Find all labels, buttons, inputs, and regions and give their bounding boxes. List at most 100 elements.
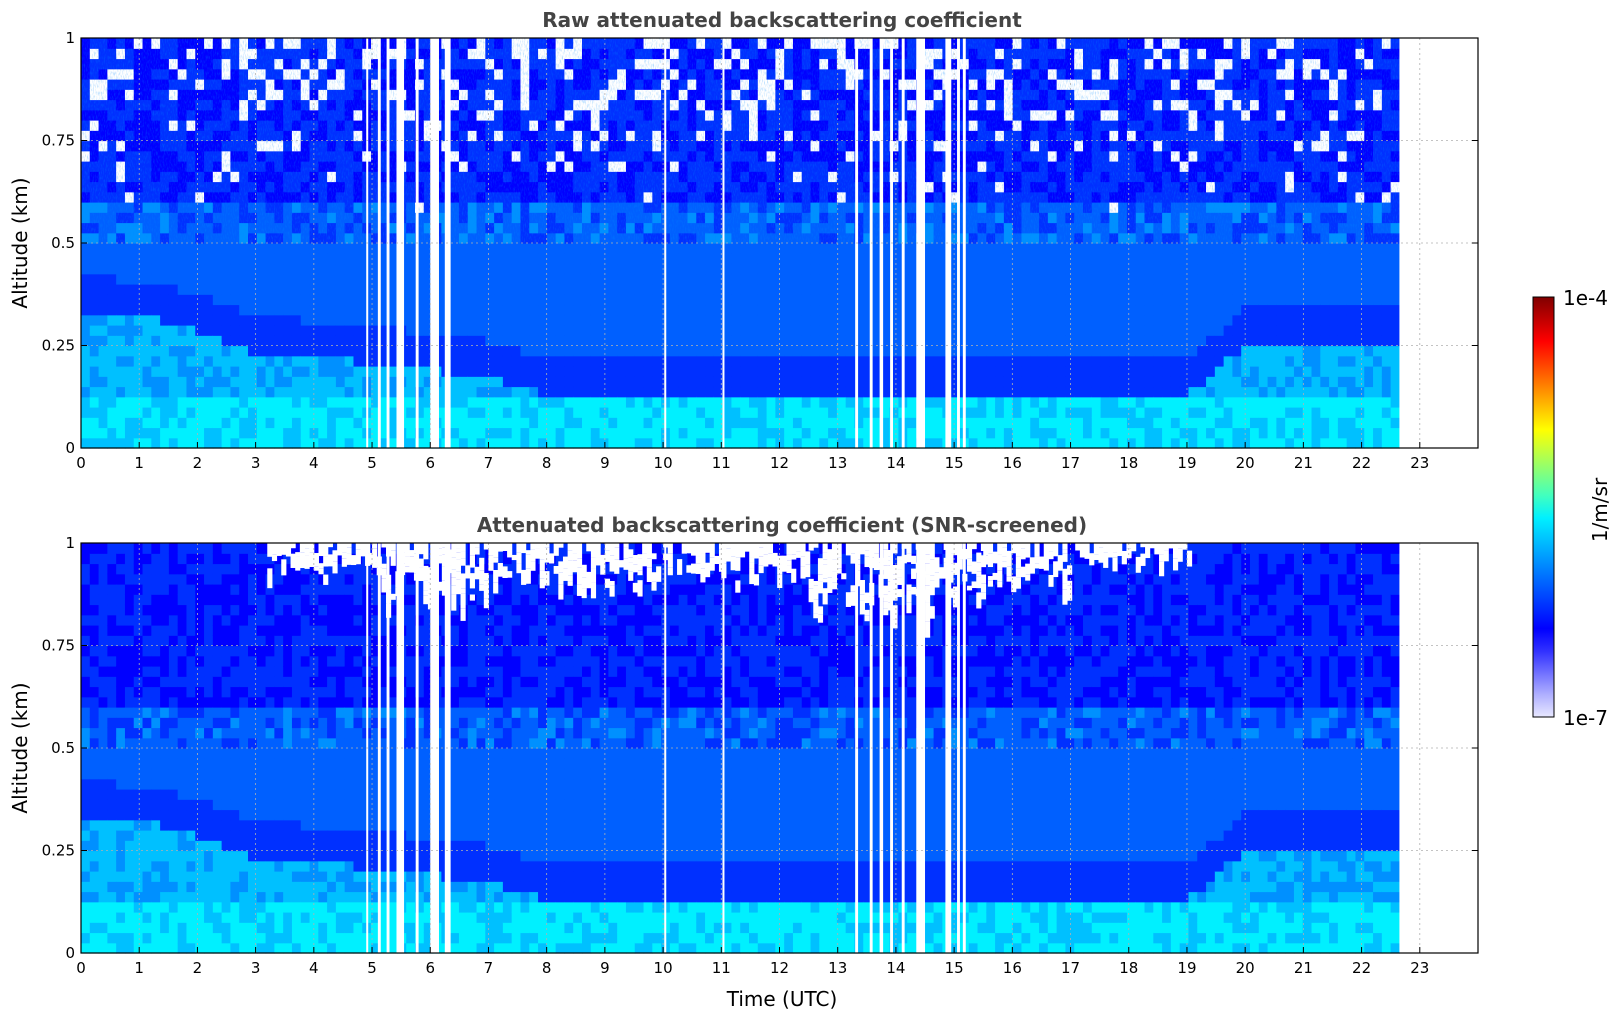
- heatmap-cell: [511, 243, 522, 254]
- heatmap-cell: [731, 437, 741, 449]
- heatmap-cell: [1153, 386, 1163, 398]
- heatmap-cell: [599, 407, 609, 418]
- heatmap-cell: [634, 304, 645, 316]
- heatmap-cell: [854, 407, 864, 418]
- heatmap-cell: [335, 253, 346, 265]
- heatmap-cell: [89, 253, 100, 265]
- heatmap-cell: [1074, 335, 1084, 347]
- heatmap-cell: [274, 335, 284, 347]
- heatmap-cell: [467, 284, 478, 295]
- heatmap-cell: [828, 263, 838, 275]
- heatmap-cell: [1056, 427, 1067, 439]
- heatmap-cell: [353, 427, 363, 439]
- heatmap-cell: [344, 314, 355, 326]
- heatmap-cell: [625, 386, 636, 398]
- heatmap-cell: [116, 437, 126, 449]
- heatmap-cell: [924, 396, 935, 408]
- heatmap-cell: [204, 335, 214, 347]
- heatmap-cell: [142, 366, 152, 377]
- heatmap-cell: [239, 396, 249, 408]
- heatmap-cell: [116, 314, 126, 326]
- heatmap-cell: [705, 304, 715, 316]
- heatmap-cell: [160, 253, 170, 265]
- heatmap-cell: [792, 304, 803, 316]
- heatmap-cell: [713, 335, 724, 347]
- heatmap-cell: [1170, 243, 1181, 254]
- heatmap-cell: [669, 284, 680, 295]
- heatmap-cell: [415, 325, 425, 336]
- heatmap-cell: [889, 284, 900, 295]
- heatmap-cell: [485, 407, 495, 418]
- heatmap-cell: [810, 253, 820, 265]
- heatmap-cell: [705, 243, 715, 254]
- heatmap-cell: [845, 376, 856, 388]
- heatmap-cell: [1083, 294, 1093, 306]
- heatmap-cell: [705, 407, 715, 418]
- heatmap-cell: [784, 294, 794, 306]
- heatmap-cell: [696, 253, 706, 265]
- heatmap-cell: [133, 314, 144, 326]
- heatmap-cell: [1118, 304, 1128, 316]
- heatmap-cell: [792, 345, 803, 357]
- heatmap-cell: [186, 376, 196, 388]
- heatmap-cell: [168, 427, 179, 439]
- heatmap-cell: [1083, 253, 1093, 265]
- heatmap-cell: [617, 314, 627, 326]
- heatmap-cell: [467, 366, 478, 377]
- heatmap-cell: [625, 366, 636, 377]
- heatmap-cell: [740, 396, 750, 408]
- heatmap-cell: [107, 396, 117, 408]
- heatmap-cell: [582, 366, 592, 377]
- heatmap-cell: [1126, 304, 1137, 316]
- heatmap-cell: [1074, 243, 1084, 254]
- heatmap-cell: [652, 376, 662, 388]
- heatmap-cell: [1047, 345, 1058, 357]
- heatmap-cell: [880, 325, 891, 336]
- heatmap-cell: [406, 314, 416, 326]
- heatmap-cell: [933, 243, 943, 254]
- heatmap-cell: [749, 294, 759, 306]
- heatmap-cell: [327, 396, 337, 408]
- heatmap-cell: [124, 294, 135, 306]
- heatmap-cell: [529, 263, 539, 275]
- heatmap-cell: [476, 427, 486, 439]
- heatmap-cell: [1170, 253, 1181, 265]
- heatmap-cell: [318, 325, 328, 336]
- heatmap-cell: [749, 355, 759, 367]
- heatmap-cell: [977, 417, 987, 429]
- heatmap-cell: [696, 366, 706, 377]
- heatmap-cell: [696, 314, 706, 326]
- heatmap-cell: [801, 386, 812, 398]
- heatmap-cell: [1170, 366, 1181, 377]
- heatmap-cell: [1135, 407, 1146, 418]
- heatmap-cell: [1170, 407, 1181, 418]
- heatmap-cell: [1083, 263, 1093, 275]
- heatmap-cell: [283, 376, 293, 388]
- heatmap-cell: [608, 304, 618, 316]
- heatmap-cell: [371, 294, 381, 306]
- heatmap-cell: [625, 376, 636, 388]
- heatmap-cell: [1153, 304, 1163, 316]
- heatmap-cell: [1091, 417, 1102, 429]
- heatmap-cell: [907, 437, 917, 449]
- heatmap-cell: [564, 284, 574, 295]
- heatmap-cell: [810, 314, 820, 326]
- heatmap-cell: [476, 263, 486, 275]
- heatmap-cell: [792, 325, 803, 336]
- heatmap-cell: [757, 273, 768, 285]
- heatmap-cell: [327, 386, 337, 398]
- heatmap-cell: [151, 263, 161, 275]
- heatmap-cell: [1065, 407, 1075, 418]
- heatmap-cell: [502, 366, 513, 377]
- heatmap-cell: [889, 273, 900, 285]
- heatmap-cell: [924, 437, 935, 449]
- heatmap-cell: [406, 335, 416, 347]
- heatmap-cell: [177, 294, 188, 306]
- heatmap-cell: [582, 437, 592, 449]
- heatmap-cell: [731, 386, 741, 398]
- heatmap-cell: [1003, 273, 1014, 285]
- heatmap-cell: [617, 273, 627, 285]
- heatmap-cell: [722, 325, 733, 336]
- heatmap-cell: [379, 366, 390, 377]
- heatmap-cell: [1135, 273, 1146, 285]
